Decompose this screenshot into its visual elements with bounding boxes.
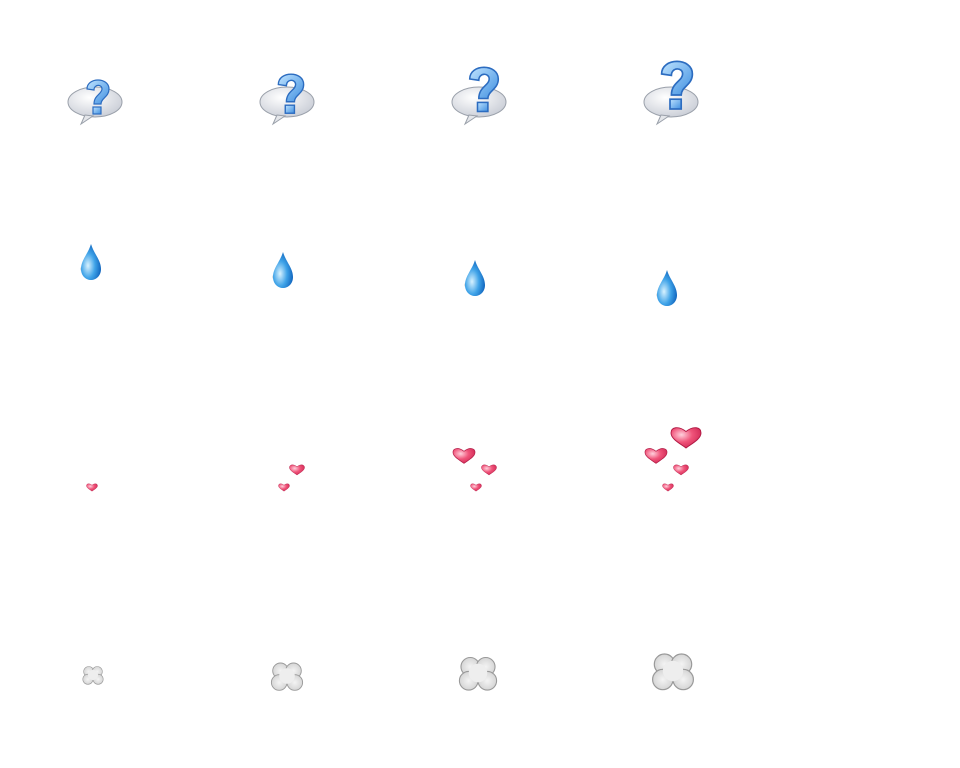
drop-icon <box>272 252 293 288</box>
question-icon <box>643 60 699 125</box>
hearts-icon <box>86 483 98 492</box>
cloud-icon <box>458 656 498 691</box>
question-icon <box>67 79 123 125</box>
cloud-icon <box>270 662 304 691</box>
hearts-icon <box>278 464 305 492</box>
drop-icon <box>464 260 485 296</box>
hearts-icon <box>644 427 702 492</box>
cloud-icon <box>651 653 695 691</box>
drop-icon <box>80 244 101 280</box>
drop-icon <box>656 270 677 306</box>
question-icon <box>259 73 315 125</box>
cloud-icon <box>82 666 104 685</box>
question-icon <box>451 66 507 125</box>
hearts-icon <box>452 448 497 492</box>
